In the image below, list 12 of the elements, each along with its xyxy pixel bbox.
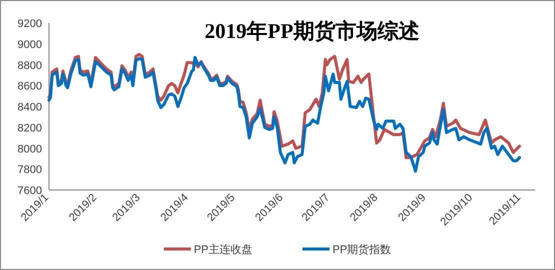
y-tick-label: 8800	[18, 60, 42, 72]
y-tick-label: 7800	[18, 164, 42, 176]
y-tick-label: 9000	[18, 38, 42, 51]
y-tick-label: 8600	[18, 80, 42, 93]
y-tick-label: 8400	[18, 102, 42, 114]
y-tick-label: 8200	[18, 122, 42, 134]
chart-title: 2019年PP期货市场综述	[204, 19, 420, 43]
y-tick-label: 9200	[18, 18, 42, 30]
legend-label: PP期货指数	[332, 244, 392, 256]
y-tick-label: 7600	[18, 185, 42, 197]
y-tick-label: 8000	[18, 143, 42, 156]
legend-label: PP主连收盘	[194, 243, 252, 256]
